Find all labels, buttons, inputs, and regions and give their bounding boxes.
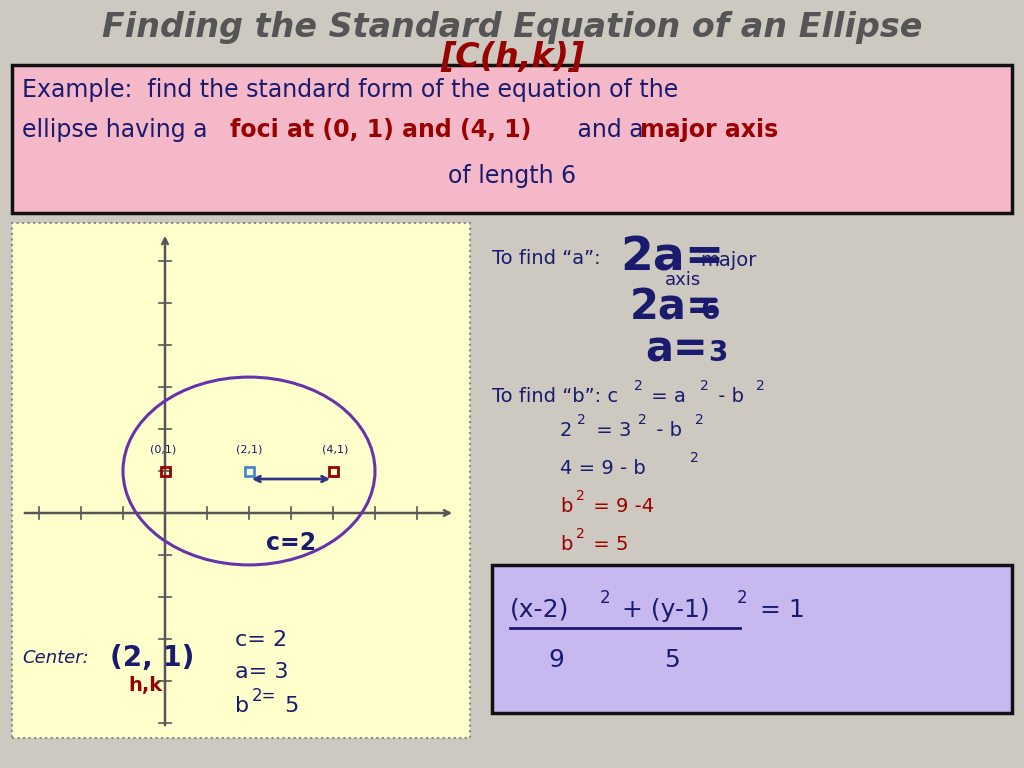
Text: 2: 2 <box>690 451 698 465</box>
Text: b: b <box>560 496 572 515</box>
Text: [C(h,k)]: [C(h,k)] <box>440 41 584 74</box>
Text: - b: - b <box>712 386 744 406</box>
Text: 3: 3 <box>708 339 727 367</box>
Bar <box>12 223 470 738</box>
Text: 5: 5 <box>278 696 299 716</box>
Text: and a: and a <box>570 118 651 142</box>
Text: 2: 2 <box>560 421 572 439</box>
Text: axis: axis <box>665 271 701 289</box>
Bar <box>329 466 338 475</box>
Bar <box>492 565 1012 713</box>
Text: b: b <box>234 696 249 716</box>
Text: c=2: c=2 <box>266 531 316 555</box>
Text: 2: 2 <box>575 489 585 503</box>
Text: (4,1): (4,1) <box>322 445 348 455</box>
Text: 2: 2 <box>695 413 703 427</box>
Text: 6: 6 <box>700 297 720 325</box>
Text: a= 3: a= 3 <box>234 662 289 682</box>
Text: 2: 2 <box>575 527 585 541</box>
Text: 2: 2 <box>638 413 647 427</box>
Text: 2a=: 2a= <box>630 287 722 329</box>
Text: + (y-1): + (y-1) <box>614 598 710 622</box>
Text: of length 6: of length 6 <box>447 164 577 188</box>
Text: - b: - b <box>650 421 682 439</box>
Text: 9: 9 <box>548 648 564 672</box>
Text: (2, 1): (2, 1) <box>110 644 195 672</box>
Text: major axis: major axis <box>640 118 778 142</box>
Text: Center:: Center: <box>22 649 89 667</box>
Text: 5: 5 <box>665 648 680 672</box>
Text: = 3: = 3 <box>590 421 632 439</box>
Text: ellipse having a: ellipse having a <box>22 118 215 142</box>
Text: 2a=: 2a= <box>620 236 724 280</box>
Text: = 5: = 5 <box>587 535 629 554</box>
Text: (2,1): (2,1) <box>236 445 262 455</box>
Bar <box>245 466 254 475</box>
Bar <box>161 466 170 475</box>
Text: 2: 2 <box>737 589 748 607</box>
Text: 2: 2 <box>756 379 765 393</box>
Text: = 9 -4: = 9 -4 <box>587 496 654 515</box>
Text: 2: 2 <box>577 413 586 427</box>
Text: (x-2): (x-2) <box>510 598 569 622</box>
Text: Example:  find the standard form of the equation of the: Example: find the standard form of the e… <box>22 78 678 102</box>
Text: h,k: h,k <box>128 677 162 696</box>
Text: 2: 2 <box>700 379 709 393</box>
Text: To find “a”:: To find “a”: <box>492 249 613 267</box>
Text: c= 2: c= 2 <box>234 630 287 650</box>
Text: 2: 2 <box>600 589 610 607</box>
Text: a=: a= <box>645 329 708 371</box>
Text: To find “b”: c: To find “b”: c <box>492 386 618 406</box>
Text: major: major <box>700 250 757 270</box>
Text: b: b <box>560 535 572 554</box>
Text: (0,1): (0,1) <box>150 445 176 455</box>
Text: 2: 2 <box>634 379 643 393</box>
Bar <box>12 65 1012 213</box>
Text: Finding the Standard Equation of an Ellipse: Finding the Standard Equation of an Elli… <box>101 12 923 45</box>
Text: = 1: = 1 <box>752 598 805 622</box>
Text: 2=: 2= <box>252 687 276 705</box>
Text: 4 = 9 - b: 4 = 9 - b <box>560 458 646 478</box>
Text: = a: = a <box>645 386 686 406</box>
Text: foci at (0, 1) and (4, 1): foci at (0, 1) and (4, 1) <box>230 118 531 142</box>
